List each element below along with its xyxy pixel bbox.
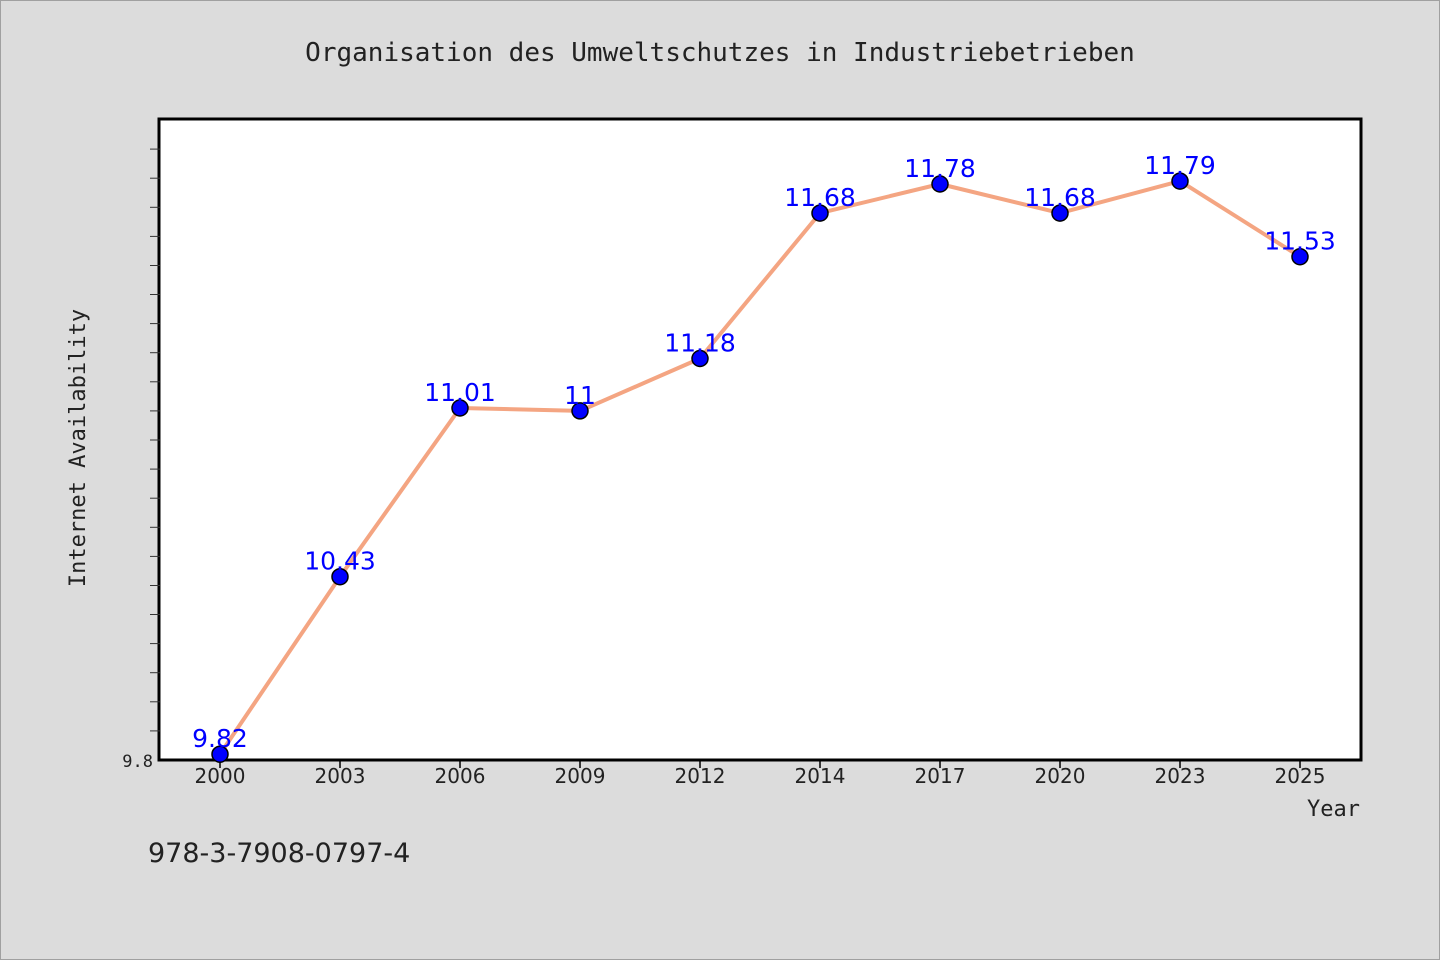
data-point-2014 bbox=[811, 204, 829, 222]
x-tick-label-2020: 2020 bbox=[1035, 764, 1086, 788]
x-tick-label-2006: 2006 bbox=[435, 764, 486, 788]
data-label-2003: 10.43 bbox=[304, 547, 376, 576]
y-axis-ticks bbox=[150, 148, 160, 732]
data-point-2006 bbox=[451, 399, 469, 417]
data-label-2017: 11.78 bbox=[904, 154, 976, 183]
chart-title: Organisation des Umweltschutzes in Indus… bbox=[305, 38, 1135, 68]
data-labels: 9.82 10.43 11.01 11 11.18 11.68 11.78 11.68 11.7… bbox=[192, 151, 1336, 753]
data-label-2025: 11.53 bbox=[1264, 227, 1336, 256]
isbn-label: 978-3-7908-0797-4 bbox=[148, 838, 410, 869]
data-point-2000 bbox=[211, 745, 229, 763]
data-label-2009: 11 bbox=[564, 381, 596, 410]
data-label-2012: 11.18 bbox=[664, 329, 736, 358]
data-point-2009 bbox=[571, 402, 589, 420]
x-tick-label-2012: 2012 bbox=[675, 764, 726, 788]
x-axis-ticks bbox=[219, 760, 1301, 768]
y-tick-label: 9.8 bbox=[122, 752, 153, 772]
x-tick-label-2023: 2023 bbox=[1155, 764, 1206, 788]
data-point-2003 bbox=[331, 567, 349, 586]
data-point-2023 bbox=[1171, 172, 1189, 190]
data-point-2020 bbox=[1051, 204, 1069, 222]
data-label-2014: 11.68 bbox=[784, 183, 856, 212]
data-label-2020: 11.68 bbox=[1024, 183, 1096, 212]
data-point-2017 bbox=[931, 175, 949, 193]
x-axis-tick-labels: 2000 2003 2006 2009 2012 2014 2017 2020 2023 2025 bbox=[195, 764, 1326, 788]
x-tick-label-2014: 2014 bbox=[795, 764, 846, 788]
x-axis-label: Year bbox=[1307, 797, 1360, 822]
data-point-2012 bbox=[691, 349, 709, 368]
x-tick-label-2017: 2017 bbox=[915, 764, 966, 788]
x-tick-label-2003: 2003 bbox=[315, 764, 366, 788]
x-tick-label-2000: 2000 bbox=[195, 764, 246, 788]
plot-area bbox=[157, 117, 1363, 762]
data-label-2000: 9.82 bbox=[192, 724, 248, 753]
y-axis-label: Internet Availability bbox=[66, 309, 91, 587]
data-point-2025 bbox=[1291, 247, 1309, 266]
x-tick-label-2025: 2025 bbox=[1275, 764, 1326, 788]
series-line bbox=[218, 179, 1302, 756]
x-tick-label-2009: 2009 bbox=[555, 764, 606, 788]
data-label-2006: 11.01 bbox=[424, 378, 496, 407]
data-label-2023: 11.79 bbox=[1144, 151, 1216, 180]
data-markers bbox=[211, 172, 1309, 763]
